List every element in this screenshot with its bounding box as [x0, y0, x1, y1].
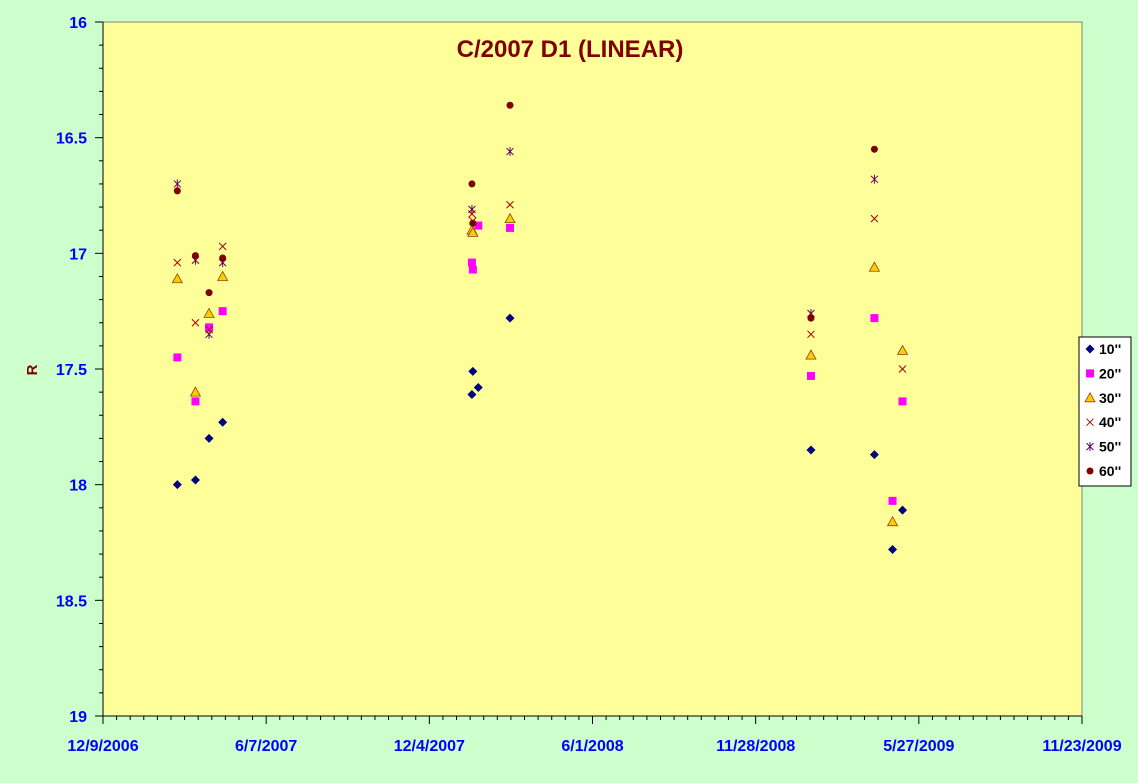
legend-marker: [1085, 344, 1095, 354]
y-axis-label: R: [24, 364, 41, 375]
legend-marker: [1086, 369, 1094, 378]
data-point: [868, 261, 881, 272]
data-point: [869, 450, 879, 460]
legend-label: 20'': [1099, 365, 1121, 381]
series-5: [173, 147, 879, 339]
legend: 10'' 20'' 30'' 40'' 50'' 60'': [1078, 336, 1132, 487]
data-point: [191, 397, 200, 406]
data-point: [805, 349, 817, 360]
data-point: [468, 204, 476, 214]
x-tick-label: 12/9/2006: [67, 738, 138, 755]
data-point: [896, 344, 909, 355]
data-point: [216, 270, 229, 281]
data-point: [205, 329, 213, 339]
legend-marker: [1084, 391, 1096, 403]
data-point: [806, 445, 816, 455]
y-tick-label: 16.5: [56, 131, 87, 148]
legend-label: 60'': [1099, 463, 1121, 479]
data-point: [898, 505, 908, 515]
legend-label: 40'': [1099, 414, 1121, 430]
y-tick-label: 16: [69, 15, 87, 32]
data-point: [888, 496, 897, 505]
x-tick-label: 11/23/2009: [1042, 738, 1121, 755]
x-tick-label: 5/27/2009: [883, 738, 954, 755]
series-1: [172, 313, 908, 554]
data-point: [467, 258, 476, 267]
y-tick-label: 19: [69, 709, 87, 726]
data-point: [505, 313, 515, 323]
x-tick-label: 12/4/2007: [394, 738, 465, 755]
y-tick-label: 17: [69, 246, 87, 263]
data-point: [172, 480, 182, 490]
legend-marker: [1086, 418, 1094, 427]
data-point: [806, 371, 815, 380]
data-point: [807, 330, 815, 339]
data-point: [506, 223, 515, 232]
data-point: [173, 258, 182, 267]
y-axis: 16 16.5 17 17.5 18 18.5 19: [56, 15, 104, 726]
data-point: [203, 307, 215, 318]
x-axis: 12/9/2006 6/7/2007 12/4/2007 6/1/2008 11/28/…: [67, 715, 1122, 755]
data-point: [506, 147, 514, 157]
series-6: [173, 101, 878, 322]
x-tick-label: 6/7/2007: [235, 738, 297, 755]
data-point: [467, 226, 479, 237]
data-point: [218, 307, 227, 316]
data-point: [219, 254, 227, 262]
data-point: [218, 242, 227, 251]
data-point: [191, 318, 200, 327]
data-point: [173, 187, 181, 195]
y-tick-label: 17.5: [56, 362, 87, 379]
data-point: [888, 544, 898, 554]
data-point: [506, 200, 514, 209]
data-point: [467, 389, 477, 399]
data-marks: [171, 101, 909, 554]
data-point: [205, 289, 213, 297]
legend-label: 50'': [1099, 439, 1121, 455]
data-point: [870, 145, 878, 153]
data-point: [218, 417, 228, 427]
legend-box: [1078, 336, 1132, 487]
data-point: [468, 366, 478, 376]
data-point: [870, 174, 879, 184]
plot-area: [102, 21, 1083, 717]
data-point: [171, 272, 184, 284]
data-point: [191, 252, 199, 260]
data-point: [506, 101, 514, 109]
x-tick-label: 11/28/2008: [716, 738, 795, 755]
data-point: [870, 314, 879, 323]
legend-marker: [1086, 442, 1094, 452]
data-point: [474, 221, 483, 230]
chart-title: C/2007 D1 (LINEAR): [457, 36, 684, 63]
data-point: [468, 180, 476, 188]
data-point: [807, 314, 815, 322]
data-point: [190, 475, 200, 485]
legend-label: 30'': [1099, 390, 1121, 406]
data-point: [898, 365, 907, 373]
data-point: [870, 214, 879, 223]
data-point: [204, 433, 214, 443]
data-point: [469, 219, 477, 227]
data-point: [189, 386, 202, 397]
legend-marker: [1086, 467, 1094, 475]
series-3: [171, 212, 909, 527]
data-point: [205, 323, 214, 332]
data-point: [468, 265, 477, 274]
data-point: [504, 212, 516, 224]
series-2: [173, 221, 907, 505]
data-point: [886, 515, 899, 527]
data-point: [898, 397, 907, 406]
legend-label: 10'': [1099, 341, 1121, 357]
data-point: [473, 383, 483, 393]
y-tick-label: 18: [69, 478, 87, 495]
y-tick-label: 18.5: [56, 593, 87, 610]
data-point: [173, 353, 182, 362]
x-tick-label: 6/1/2008: [561, 738, 623, 755]
data-point: [173, 179, 182, 189]
